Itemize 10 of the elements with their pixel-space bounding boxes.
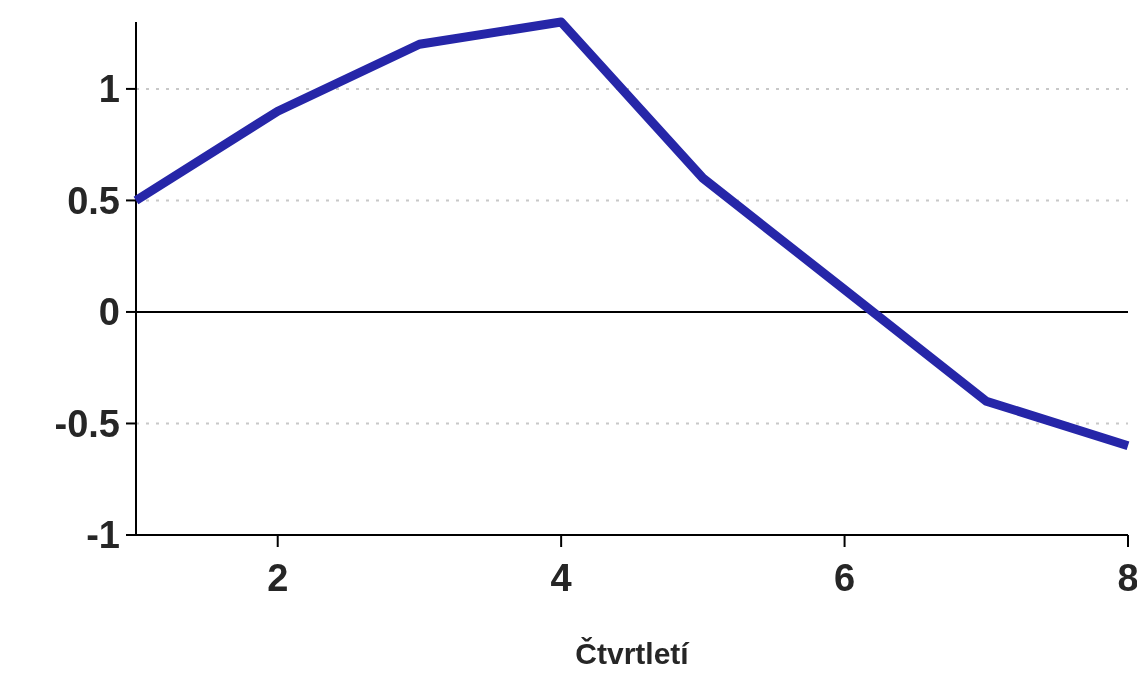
x-tick-label: 4 <box>550 557 572 599</box>
y-tick-label: 0 <box>98 291 120 334</box>
x-tick-label: 8 <box>1117 557 1137 599</box>
y-tick-label: -1 <box>86 514 120 557</box>
x-tick-label: 2 <box>267 557 289 599</box>
y-tick-label: -0.5 <box>54 402 120 445</box>
x-tick-label: 6 <box>834 557 856 599</box>
y-tick-label: 1 <box>98 68 120 111</box>
x-axis-title: Čtvrtletí <box>575 637 691 670</box>
y-tick-label: 0.5 <box>67 179 120 222</box>
